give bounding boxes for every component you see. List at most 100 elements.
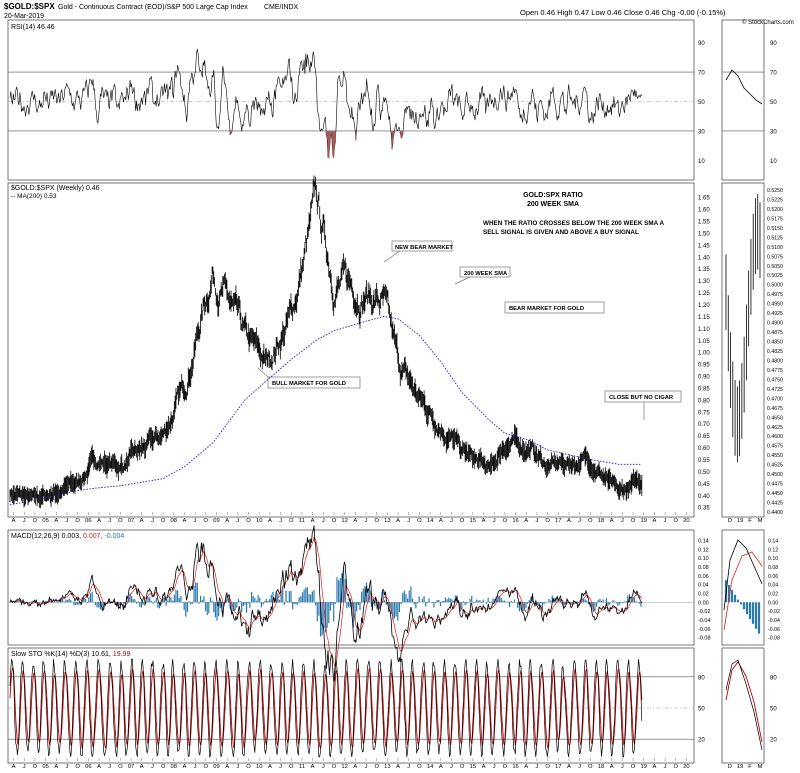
x-axis-label: J [621, 764, 624, 770]
x-axis-label: J [194, 518, 197, 524]
x-axis-label: J [151, 518, 154, 524]
x-axis-label: A [610, 518, 614, 524]
x-axis-label: O [460, 518, 465, 524]
x-axis-label: A [12, 518, 16, 524]
price-axis-tick: 1.60 [698, 208, 710, 214]
x-axis-label: A [225, 518, 229, 524]
sto-mini-axis-tick: 50 [770, 707, 777, 713]
macd-axis-tick: 0.10 [698, 556, 709, 562]
x-axis-label: O [503, 764, 508, 770]
x-axis-label: A [439, 764, 443, 770]
x-axis-mini-label: D [728, 518, 732, 524]
x-axis-label: 10 [256, 764, 262, 770]
x-axis-label: 08 [171, 518, 177, 524]
right-axis-tick: 0.5150 [767, 226, 783, 232]
price-axis-tick: 1.50 [698, 231, 710, 237]
rsi-mini-axis-tick: 50 [770, 100, 777, 106]
x-axis-label: O [246, 518, 251, 524]
x-axis-mini-label: F [748, 518, 752, 524]
price-axis-tick: 1.35 [698, 267, 710, 273]
macd-val3: -0.004 [104, 533, 124, 540]
x-axis-label: 12 [341, 518, 347, 524]
price-axis-tick: 0.35 [698, 506, 710, 512]
x-axis-label: 08 [171, 764, 177, 770]
x-axis-label: 18 [598, 518, 604, 524]
x-axis-label: 13 [384, 518, 390, 524]
x-axis-label: O [204, 764, 209, 770]
price-axis-tick: 0.70 [698, 422, 710, 428]
x-axis-label: A [652, 764, 656, 770]
macd-label-base: MACD(12,26,9) [11, 533, 60, 540]
right-axis-tick: 0.4925 [767, 311, 783, 317]
x-axis-label: A [396, 764, 400, 770]
sto-axis-tick: 80 [698, 675, 705, 681]
x-axis-label: J [365, 518, 368, 524]
annotation-bear: BEAR MARKET FOR GOLD [504, 301, 605, 314]
x-axis-label: J [407, 518, 410, 524]
x-axis-label: J [365, 764, 368, 770]
right-axis-tick: 0.4675 [767, 406, 783, 412]
macd-mini-axis-tick: -0.04 [768, 618, 780, 624]
price-axis-tick: 0.40 [698, 494, 710, 500]
macd-signal-line [9, 536, 643, 667]
price-axis-tick: 1.05 [698, 339, 710, 345]
right-axis-tick: 0.4850 [767, 340, 783, 346]
right-axis-tick: 0.4650 [767, 415, 783, 421]
x-axis-label: 11 [299, 764, 305, 770]
note-line-1: WHEN THE RATIO CROSSES BELOW THE 200 WEE… [483, 220, 664, 227]
x-axis-label: A [54, 518, 58, 524]
price-axis-tick: 1.30 [698, 279, 710, 285]
x-axis-label: 09 [213, 518, 219, 524]
x-axis-label: O [374, 518, 379, 524]
price-axis-tick: 1.20 [698, 303, 710, 309]
rsi-axis-tick: 50 [698, 100, 705, 106]
x-axis-label: J [279, 764, 282, 770]
note-line-2: SELL SIGNAL IS GIVEN AND ABOVE A BUY SIG… [483, 229, 639, 236]
exchange-label: CME/INDX [264, 4, 299, 11]
x-axis-label: A [140, 518, 144, 524]
x-axis-label: O [417, 764, 422, 770]
x-axis-mini-label: F [748, 764, 752, 770]
sto-val1: 10.61, [91, 651, 111, 658]
x-axis-label: A [268, 764, 272, 770]
x-axis-label: A [225, 764, 229, 770]
price-axis-tick: 0.85 [698, 386, 710, 392]
price-axis-tick: 1.15 [698, 315, 710, 321]
sto-k-line [9, 658, 643, 758]
ann-new-bear: NEW BEAR MARKET [395, 245, 453, 251]
price-axis-tick: 0.95 [698, 363, 710, 369]
x-axis-label: O [118, 518, 123, 524]
right-axis-tick: 0.4625 [767, 425, 783, 431]
x-axis-label: O [118, 764, 123, 770]
x-axis-label: A [97, 764, 101, 770]
right-axis-tick: 0.4475 [767, 482, 783, 488]
macd-axis-tick: 0.04 [698, 583, 709, 589]
price-axis-tick: 1.55 [698, 220, 710, 226]
right-axis-tick: 0.4700 [767, 396, 783, 402]
x-axis-label: O [674, 518, 679, 524]
x-axis-label: 05 [42, 764, 48, 770]
x-axis-label: J [621, 518, 624, 524]
x-axis-label: J [535, 518, 538, 524]
x-axis-label: 14 [427, 518, 434, 524]
x-axis-label: J [535, 764, 538, 770]
x-axis-label: 11 [299, 518, 305, 524]
x-axis-label: 20 [683, 518, 689, 524]
x-axis-label: A [652, 518, 656, 524]
x-axis-label: 15 [470, 764, 476, 770]
x-axis-label: O [631, 518, 636, 524]
x-axis-label: A [353, 764, 357, 770]
rsi-mini-line [725, 69, 763, 105]
annotation-bull: BULL MARKET FOR GOLD [257, 367, 361, 389]
macd-axis-tick: 0.06 [698, 574, 709, 580]
right-axis-tick: 0.4900 [767, 321, 783, 327]
right-axis-tick: 0.5125 [767, 235, 783, 241]
x-axis-label: O [75, 764, 80, 770]
right-axis-tick: 0.5025 [767, 273, 783, 279]
main-title-1: GOLD:SPX RATIO [523, 192, 583, 199]
price-axis-tick: 1.00 [698, 351, 710, 357]
rsi-mini-axis-tick: 10 [770, 159, 777, 165]
x-axis-label: J [66, 518, 69, 524]
x-axis-label: A [482, 518, 486, 524]
